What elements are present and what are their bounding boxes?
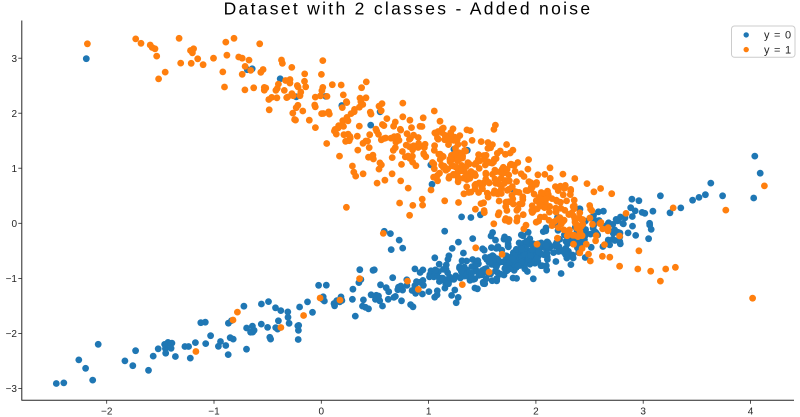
svg-text:y = 1: y = 1 bbox=[764, 44, 792, 56]
svg-text:−1: −1 bbox=[208, 407, 220, 417]
svg-text:4: 4 bbox=[748, 407, 754, 417]
svg-text:0: 0 bbox=[11, 219, 17, 230]
svg-text:−2: −2 bbox=[6, 329, 18, 340]
svg-text:0: 0 bbox=[319, 407, 325, 417]
svg-text:y = 0: y = 0 bbox=[764, 30, 792, 42]
svg-text:−2: −2 bbox=[101, 407, 113, 417]
svg-text:2: 2 bbox=[533, 407, 539, 417]
svg-text:1: 1 bbox=[426, 407, 432, 417]
svg-text:1: 1 bbox=[11, 164, 17, 175]
svg-text:−1: −1 bbox=[6, 274, 18, 285]
svg-text:3: 3 bbox=[11, 54, 17, 65]
svg-text:−3: −3 bbox=[6, 384, 18, 395]
svg-text:Dataset with 2 classes - Added: Dataset with 2 classes - Added noise bbox=[224, 0, 593, 19]
svg-text:3: 3 bbox=[640, 407, 646, 417]
svg-text:2: 2 bbox=[11, 109, 17, 120]
